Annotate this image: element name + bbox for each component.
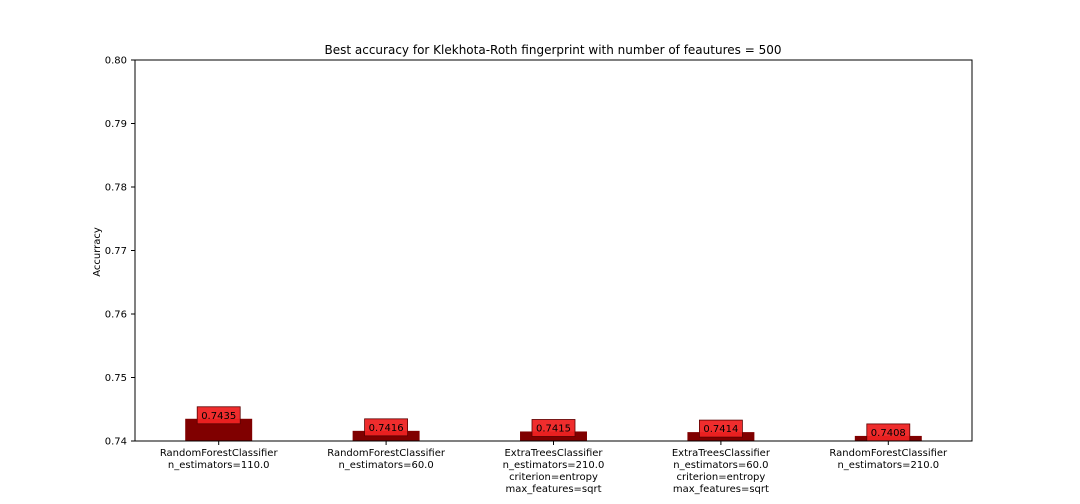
x-axis-ticks: RandomForestClassifiern_estimators=110.0… [160, 441, 948, 495]
y-tick-label: 0.74 [105, 437, 127, 448]
data-label: 0.7435 [201, 411, 236, 422]
x-tick-label: RandomForestClassifier [327, 448, 446, 459]
data-label-box [699, 419, 743, 438]
y-tick-label: 0.75 [105, 373, 127, 384]
x-tick-label: max_features=sqrt [673, 484, 769, 495]
y-tick-label: 0.79 [105, 119, 127, 130]
data-label: 0.7408 [871, 428, 906, 439]
plot-area-frame [134, 59, 973, 442]
y-axis-ticks: 0.74 0.75 0.76 0.77 0.78 0.79 0.80 [105, 56, 135, 448]
data-label: 0.7415 [536, 423, 571, 434]
x-tick-label: RandomForestClassifier [160, 448, 279, 459]
data-label-box [531, 419, 576, 437]
data-label-box [364, 418, 409, 437]
x-tick-label: n_estimators=210.0 [503, 460, 605, 471]
x-tick-label: n_estimators=60.0 [673, 460, 768, 471]
x-tick-label: ExtraTreesClassifier [504, 448, 603, 459]
y-tick-label: 0.78 [105, 183, 127, 194]
y-axis-label: Accurracy [92, 227, 103, 277]
x-tick-label: ExtraTreesClassifier [672, 448, 771, 459]
x-tick-label: n_estimators=60.0 [338, 460, 433, 471]
chart-title: Best accuracy for Klekhota-Roth fingerpr… [325, 43, 782, 57]
x-tick-label: max_features=sqrt [505, 484, 601, 495]
x-tick-label: n_estimators=110.0 [168, 460, 270, 471]
x-tick-label: criterion=entropy [676, 472, 765, 483]
data-label: 0.7416 [369, 423, 404, 434]
x-tick-label: n_estimators=210.0 [837, 460, 939, 471]
data-labels-group: 0.7435 0.7416 0.7415 0.7414 0.7408 [196, 406, 911, 442]
y-tick-label: 0.77 [105, 246, 127, 257]
y-tick-label: 0.76 [105, 310, 127, 321]
x-tick-label: criterion=entropy [509, 472, 598, 483]
x-tick-label: RandomForestClassifier [829, 448, 948, 459]
y-tick-label: 0.80 [105, 56, 127, 67]
data-label: 0.7414 [703, 424, 738, 435]
bar [185, 418, 253, 441]
data-label-box [196, 406, 241, 425]
